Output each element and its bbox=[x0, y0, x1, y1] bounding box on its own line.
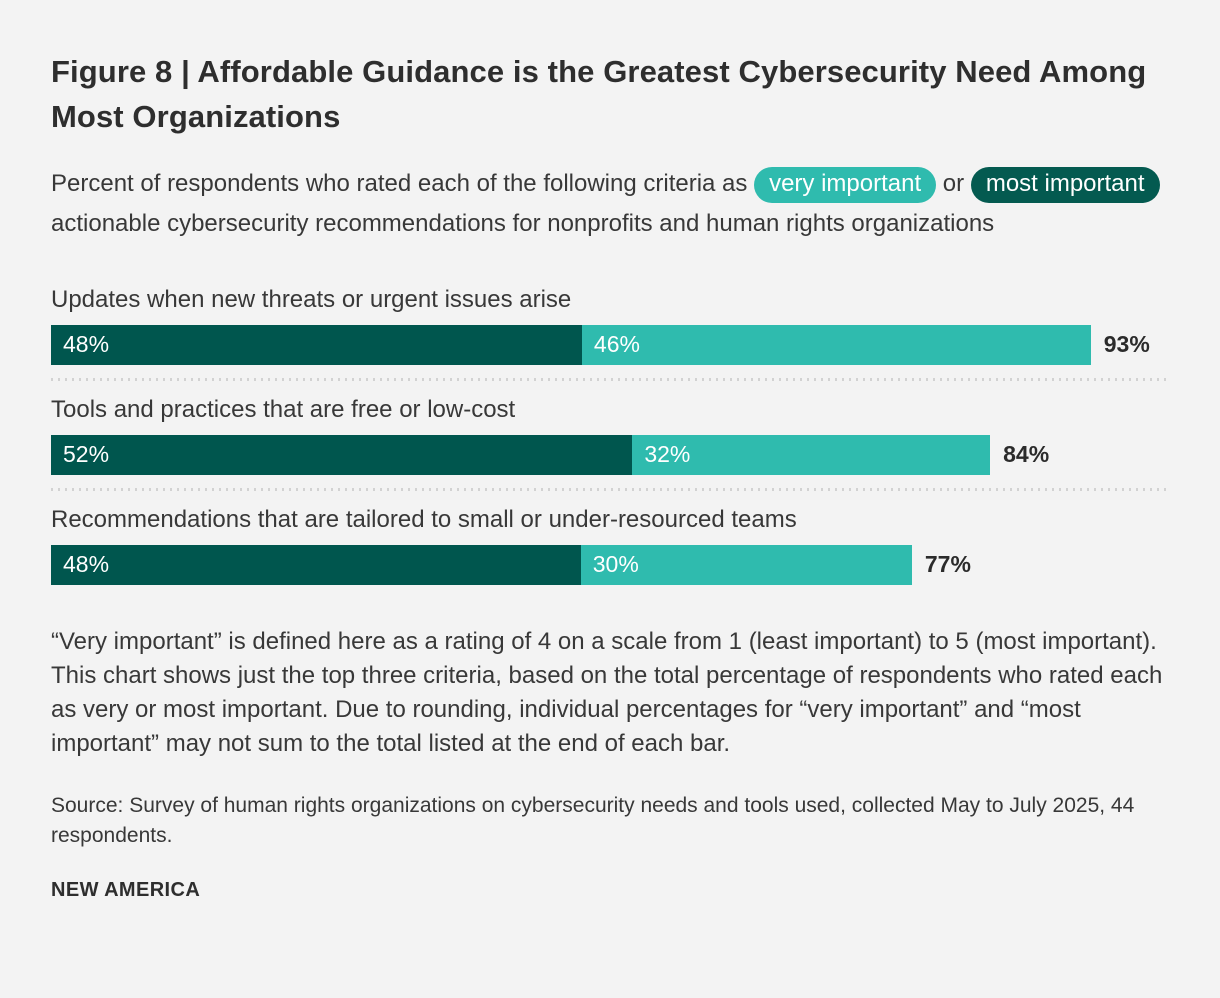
segment-value-label: 32% bbox=[644, 441, 691, 468]
bar-line: 52% 32% 84% bbox=[51, 434, 1169, 475]
chart-row: Tools and practices that are free or low… bbox=[51, 396, 1169, 475]
segment-value-label: 48% bbox=[63, 551, 110, 578]
segment-value-label: 52% bbox=[63, 441, 110, 468]
most-important-badge: most important bbox=[970, 166, 1160, 203]
row-category-label: Updates when new threats or urgent issue… bbox=[51, 285, 572, 313]
figure-title: Figure 8 | Affordable Guidance is the Gr… bbox=[51, 54, 1147, 134]
very-important-segment: 30% bbox=[580, 544, 912, 585]
stacked-bar: 48% 30% bbox=[51, 544, 912, 585]
very-important-segment: 46% bbox=[581, 324, 1091, 365]
total-value-label: 77% bbox=[924, 551, 971, 578]
subtitle-suffix: actionable cybersecurity recommendations… bbox=[51, 209, 995, 237]
stacked-bar: 52% 32% bbox=[51, 434, 991, 475]
most-important-segment: 52% bbox=[51, 434, 633, 475]
most-important-segment: 48% bbox=[51, 324, 582, 365]
stacked-bar-chart: Updates when new threats or urgent issue… bbox=[51, 286, 1169, 585]
most-important-segment: 48% bbox=[51, 544, 581, 585]
subtitle-middle: or bbox=[936, 169, 971, 197]
figure-subtitle: Percent of respondents who rated each of… bbox=[51, 164, 1169, 244]
bar-line: 48% 46% 93% bbox=[51, 324, 1169, 365]
source-note: Source: Survey of human rights organizat… bbox=[51, 793, 1135, 847]
stacked-bar: 48% 46% bbox=[51, 324, 1091, 365]
segment-value-label: 48% bbox=[63, 331, 110, 358]
bar-line: 48% 30% 77% bbox=[51, 544, 1169, 585]
segment-value-label: 46% bbox=[593, 331, 640, 358]
row-separator bbox=[51, 487, 1169, 491]
row-category-label: Tools and practices that are free or low… bbox=[51, 395, 516, 423]
total-value-label: 84% bbox=[1003, 441, 1050, 468]
segment-value-label: 30% bbox=[592, 551, 639, 578]
figure-page: Figure 8 | Affordable Guidance is the Gr… bbox=[51, 54, 1169, 901]
chart-row: Recommendations that are tailored to sma… bbox=[51, 506, 1169, 585]
total-value-label: 93% bbox=[1103, 331, 1150, 358]
very-important-segment: 32% bbox=[632, 434, 991, 475]
row-category-label: Recommendations that are tailored to sma… bbox=[51, 505, 797, 533]
new-america-logo: NEW AMERICA bbox=[51, 878, 201, 901]
chart-row: Updates when new threats or urgent issue… bbox=[51, 286, 1169, 365]
row-separator bbox=[51, 377, 1169, 381]
footnote-definition: “Very important” is defined here as a ra… bbox=[51, 627, 1163, 757]
very-important-badge: very important bbox=[754, 166, 937, 203]
subtitle-prefix: Percent of respondents who rated each of… bbox=[51, 169, 755, 197]
